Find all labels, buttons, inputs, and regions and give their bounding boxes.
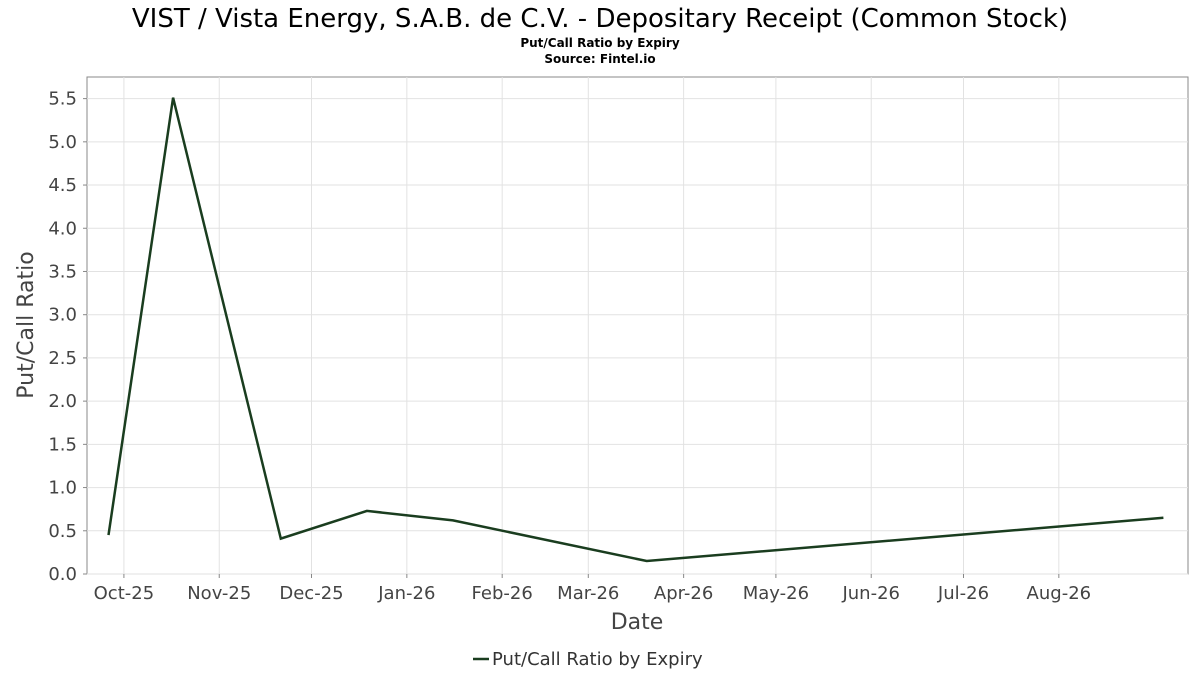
data-point [364, 508, 370, 514]
y-tick-label: 0.0 [48, 564, 77, 585]
x-tick-label: Jun-26 [841, 583, 900, 604]
chart-subtitle: Put/Call Ratio by Expiry [520, 36, 680, 50]
x-tick-label: Oct-25 [94, 583, 155, 604]
data-point [278, 536, 284, 542]
x-tick-label: Jul-26 [937, 583, 989, 604]
axis-ticks: 0.0 0.5 1.0 1.5 2.0 2.5 3.0 3.5 4.0 4.5 5.0 5.5 Oct-… [48, 89, 1091, 604]
data-point [644, 558, 650, 564]
x-tick-label: Aug-26 [1027, 583, 1092, 604]
y-axis-title: Put/Call Ratio [14, 251, 39, 398]
y-tick-label: 4.0 [48, 218, 77, 239]
data-point [106, 532, 112, 538]
chart-title: VIST / Vista Energy, S.A.B. de C.V. - De… [132, 4, 1068, 34]
data-point [170, 95, 176, 101]
y-tick-label: 2.5 [48, 348, 77, 369]
chart-source: Source: Fintel.io [544, 52, 655, 66]
y-tick-label: 5.5 [48, 89, 77, 110]
y-tick-label: 3.0 [48, 305, 77, 326]
legend-label: Put/Call Ratio by Expiry [492, 649, 703, 670]
x-tick-label: Mar-26 [557, 583, 619, 604]
y-tick-label: 0.5 [48, 521, 77, 542]
plot-area [86, 76, 1189, 575]
x-tick-label: Dec-25 [279, 583, 343, 604]
y-tick-label: 1.0 [48, 478, 77, 499]
y-tick-label: 4.5 [48, 175, 77, 196]
x-tick-label: Feb-26 [472, 583, 533, 604]
x-tick-label: Jan-26 [377, 583, 435, 604]
x-tick-label: May-26 [743, 583, 809, 604]
y-tick-label: 1.5 [48, 434, 77, 455]
x-tick-label: Nov-25 [187, 583, 251, 604]
data-point [1160, 515, 1166, 521]
y-tick-label: 3.5 [48, 261, 77, 282]
series-line [107, 97, 1164, 563]
y-tick-label: 5.0 [48, 132, 77, 153]
grid-lines [87, 77, 1188, 575]
x-tick-label: Apr-26 [654, 583, 713, 604]
y-tick-label: 2.0 [48, 391, 77, 412]
x-axis-title: Date [611, 610, 664, 635]
legend: Put/Call Ratio by Expiry [473, 649, 703, 670]
series-layer [106, 95, 1166, 564]
data-point [450, 517, 456, 523]
